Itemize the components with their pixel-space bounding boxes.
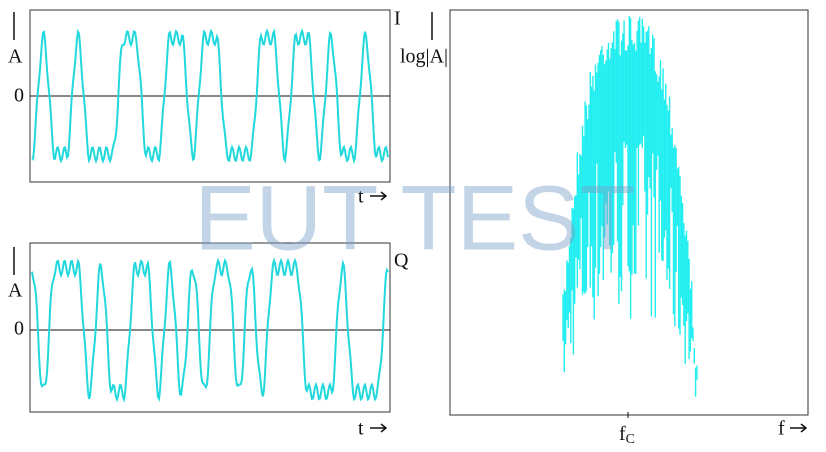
q-zero-label: 0 xyxy=(14,318,24,340)
q-frame xyxy=(29,242,391,413)
i-waveform xyxy=(31,28,389,165)
fc-label: fC xyxy=(619,423,635,448)
i-zero-label: 0 xyxy=(14,85,24,107)
spectrum-axis-label: log|A| xyxy=(400,46,448,68)
q-waveform xyxy=(31,257,389,403)
spectrum xyxy=(562,16,698,397)
spectrum-frame xyxy=(449,9,809,416)
q-time-label: t xyxy=(358,418,364,440)
q-channel-label: Q xyxy=(394,250,409,272)
fc-sub: C xyxy=(626,432,635,447)
f-arrow xyxy=(790,423,808,433)
q-axis-label: A xyxy=(8,280,23,302)
i-time-label: t xyxy=(358,186,364,208)
watermark: EUT TEST xyxy=(194,167,635,269)
i-time-arrow xyxy=(370,191,388,201)
q-time-arrow xyxy=(370,423,388,433)
f-label: f xyxy=(778,418,785,440)
fc-main: f xyxy=(619,423,626,445)
i-axis-label: A xyxy=(8,46,23,68)
i-channel-label: I xyxy=(394,8,401,30)
